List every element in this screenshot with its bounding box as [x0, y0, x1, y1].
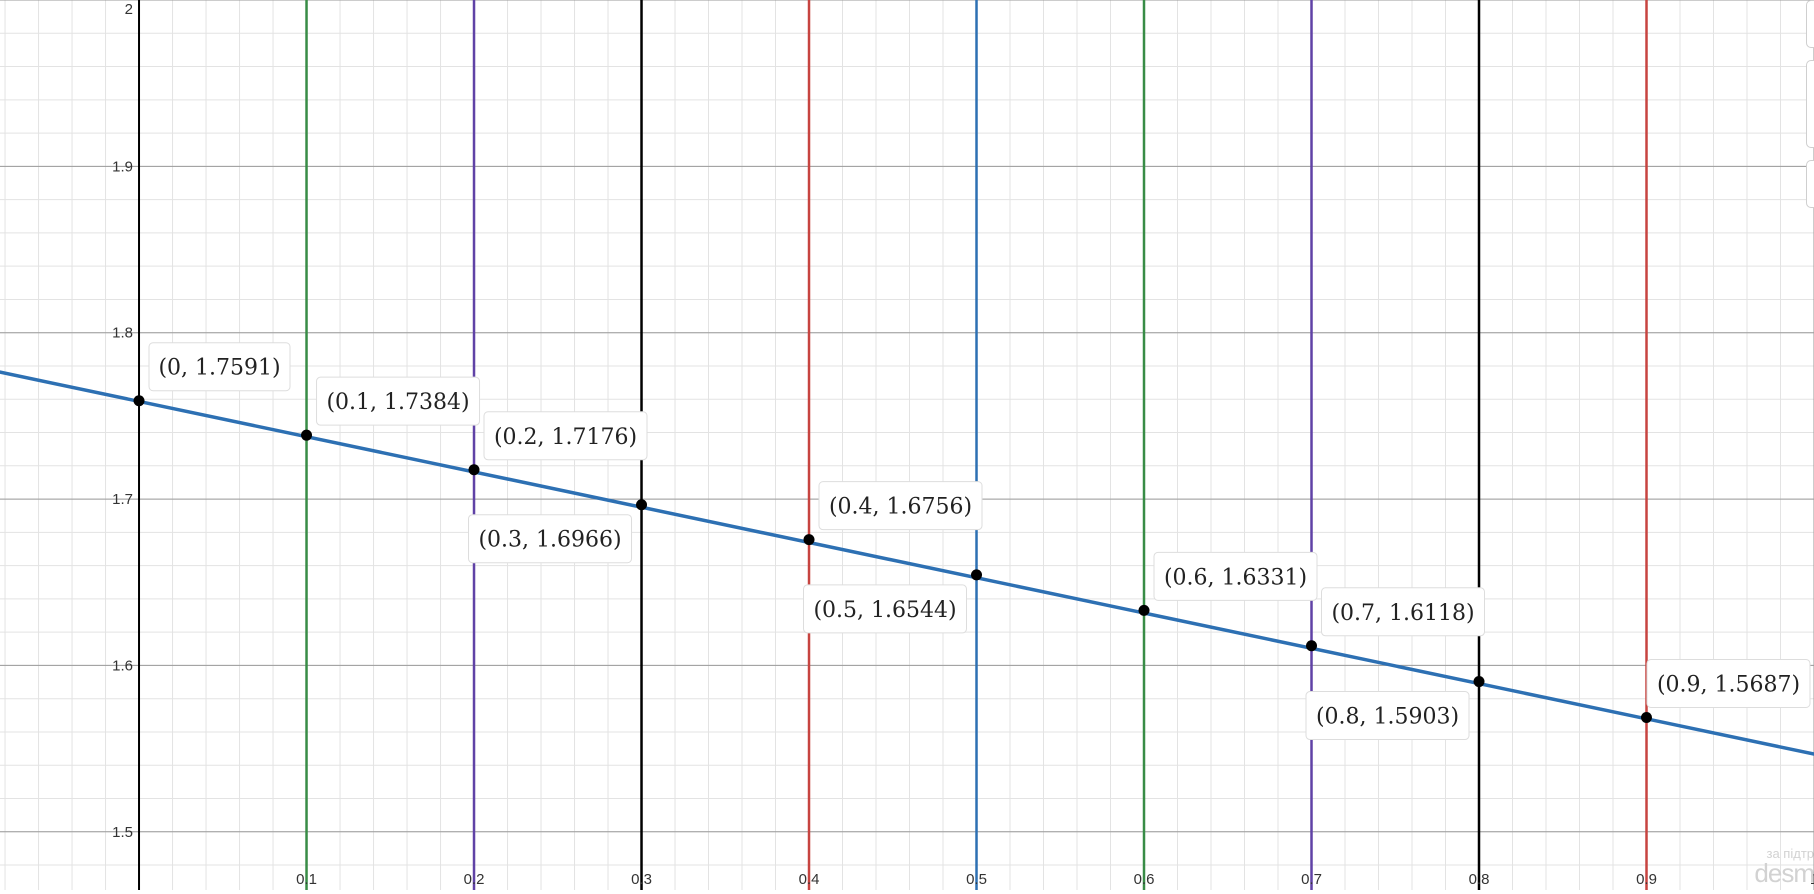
point-label-box: [803, 584, 968, 634]
x-tick-label: 0.7: [1301, 871, 1322, 888]
point-label[interactable]: (0.3, 1.6966): [468, 514, 633, 564]
watermark-line1: за підтр: [1766, 846, 1814, 861]
point-label[interactable]: (0, 1.7591): [148, 342, 291, 392]
data-point[interactable]: [468, 464, 480, 476]
data-point[interactable]: [1473, 676, 1485, 688]
x-tick-label: 0.3: [631, 871, 652, 888]
point-label-text: (0.3, 1.6966): [478, 528, 621, 553]
point-label[interactable]: (0.5, 1.6544): [803, 584, 968, 634]
x-tick-label: 0.1: [296, 871, 317, 888]
point-label-text: (0.4, 1.6756): [829, 495, 972, 520]
point-label[interactable]: (0.6, 1.6331): [1153, 551, 1318, 601]
side-panel-handle-2[interactable]: [1806, 60, 1814, 148]
y-tick-label: 1.8: [112, 325, 133, 342]
regression-line[interactable]: [0, 370, 1814, 756]
data-points[interactable]: [133, 395, 1653, 723]
data-point[interactable]: [1306, 640, 1318, 652]
data-point[interactable]: [301, 429, 313, 441]
point-label-text: (0.1, 1.7384): [326, 390, 469, 415]
y-tick-label: 1.7: [112, 491, 133, 508]
data-point[interactable]: [133, 395, 145, 407]
x-tick-label: 0.5: [966, 871, 987, 888]
point-label-text: (0.2, 1.7176): [494, 425, 637, 450]
point-label[interactable]: (0.2, 1.7176): [483, 411, 648, 461]
x-tick-label: 1: [1810, 871, 1814, 888]
point-label-box: [468, 514, 633, 564]
point-label[interactable]: (0.9, 1.5687): [1646, 658, 1811, 708]
y-tick-label: 2: [125, 1, 133, 18]
point-label-box: [818, 481, 983, 531]
x-tick-label: 0.9: [1636, 871, 1657, 888]
point-label[interactable]: (0.7, 1.6118): [1321, 587, 1486, 637]
point-label-box: [1305, 691, 1470, 741]
point-label-box: [1321, 587, 1486, 637]
point-label-text: (0, 1.7591): [158, 356, 280, 381]
desmos-watermark: за підтр desm: [1754, 847, 1814, 886]
watermark-logo: desm: [1754, 858, 1814, 888]
point-label-text: (0.7, 1.6118): [1331, 601, 1474, 626]
data-point[interactable]: [971, 569, 983, 581]
x-tick-label: 0.8: [1469, 871, 1490, 888]
point-label-text: (0.6, 1.6331): [1164, 565, 1307, 590]
side-panel-handle-1[interactable]: [1806, 0, 1814, 48]
point-label[interactable]: (0.8, 1.5903): [1305, 691, 1470, 741]
regression-line-path[interactable]: [0, 370, 1814, 756]
x-tick-label: 0.2: [464, 871, 485, 888]
point-label-box: [148, 342, 291, 392]
point-label-text: (0.5, 1.6544): [813, 598, 956, 623]
data-point[interactable]: [1641, 711, 1653, 723]
data-point[interactable]: [1138, 604, 1150, 616]
data-point[interactable]: [803, 534, 815, 546]
x-tick-label: 0.6: [1134, 871, 1155, 888]
point-label-box: [1646, 658, 1811, 708]
tick-labels: 0.1 0.2 0.3 0.4 0.5 0.6 0.7 0.8 0.9 1 1.5 1.6 1.7 1.8…: [112, 1, 1814, 888]
x-tick-label: 0.4: [799, 871, 820, 888]
point-label-box: [483, 411, 648, 461]
point-label-text: (0.8, 1.5903): [1316, 705, 1459, 730]
point-labels[interactable]: (0, 1.7591) (0.1, 1.7384) (0.2, 1.7176) (0.…: [148, 342, 1811, 741]
y-tick-label: 1.9: [112, 158, 133, 175]
point-label-text: (0.9, 1.5687): [1657, 672, 1800, 697]
point-label[interactable]: (0.4, 1.6756): [818, 481, 983, 531]
point-label[interactable]: (0.1, 1.7384): [316, 376, 481, 426]
point-label-box: [1153, 551, 1318, 601]
data-point[interactable]: [636, 499, 648, 511]
point-label-box: [316, 376, 481, 426]
side-panel-handle-3[interactable]: [1806, 160, 1814, 208]
y-tick-label: 1.6: [112, 657, 133, 674]
y-tick-label: 1.5: [112, 824, 133, 841]
